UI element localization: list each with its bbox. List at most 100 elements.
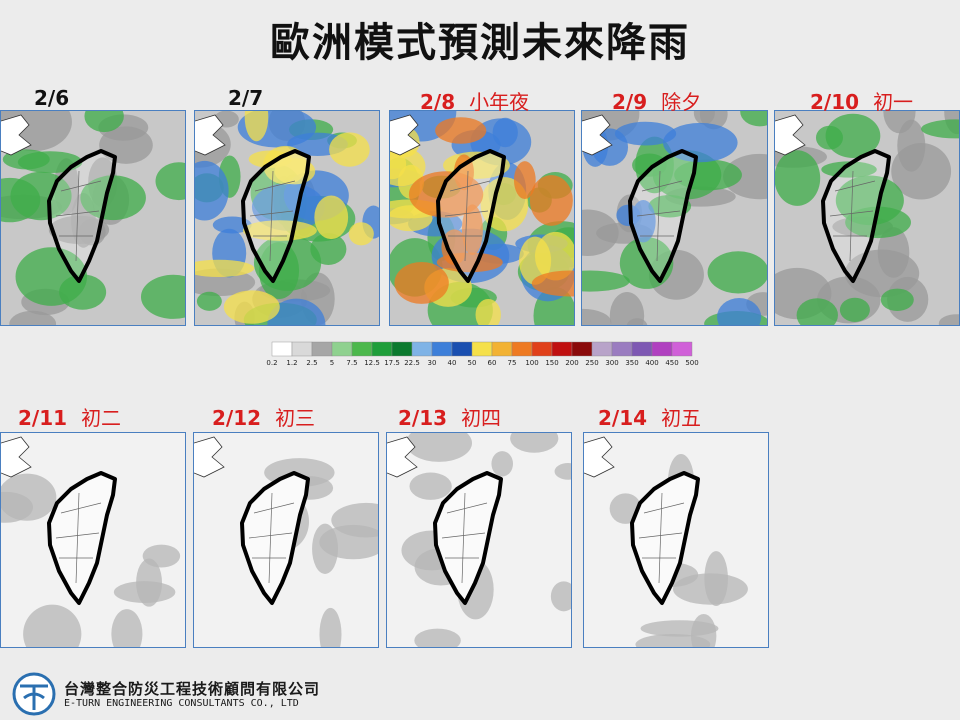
- rain-area: [921, 119, 959, 139]
- colorbar-swatch: [291, 341, 313, 357]
- holiday: 初三: [275, 406, 316, 430]
- colorbar-tick-label: 250: [585, 359, 598, 367]
- colorbar-swatch: [571, 341, 593, 357]
- colorbar-swatch: [311, 341, 333, 357]
- colorbar-swatch: [611, 341, 633, 357]
- rain-map: [1, 111, 185, 325]
- rain-area: [111, 609, 143, 647]
- county-lines: [249, 170, 296, 262]
- colorbar-swatch: [271, 341, 293, 357]
- colorbar-tick-label: 17.5: [384, 359, 400, 367]
- rain-area: [329, 132, 370, 167]
- colorbar-swatch: [531, 341, 553, 357]
- colorbar-tick-label: 5: [330, 359, 334, 367]
- rain-area: [48, 215, 110, 245]
- date: 2/12: [212, 406, 262, 430]
- rain-area: [825, 113, 881, 158]
- taiwan-outline: [241, 149, 311, 283]
- colorbar-swatch: [511, 341, 533, 357]
- map-panel: [193, 432, 379, 648]
- rain-map: [1, 433, 185, 647]
- rain-area: [510, 433, 559, 453]
- colorbar-swatch: [391, 341, 413, 357]
- rain-area: [582, 308, 612, 325]
- date: 2/9: [612, 90, 648, 114]
- rain-area: [554, 463, 571, 480]
- rain-area: [582, 209, 619, 257]
- rain-area: [435, 117, 487, 144]
- panel-label: 2/6: [34, 86, 69, 110]
- colorbar-tick-label: 400: [645, 359, 658, 367]
- rain-area: [897, 119, 926, 172]
- china-coast: [390, 114, 421, 156]
- panel-label: 2/7: [228, 86, 263, 110]
- taiwan-outline: [47, 149, 117, 283]
- taiwan-outline: [240, 471, 310, 605]
- rain-area: [582, 270, 630, 292]
- rain-area: [835, 175, 904, 226]
- rain-area: [196, 291, 222, 311]
- date: 2/11: [18, 406, 68, 430]
- china-coast: [582, 114, 613, 156]
- date: 2/13: [398, 406, 448, 430]
- rain-area: [223, 290, 280, 324]
- slide-title: 歐洲模式預測未來降雨: [270, 20, 690, 66]
- taiwan-outline: [433, 471, 503, 605]
- rain-map: [195, 111, 379, 325]
- colorbar-swatch: [551, 341, 573, 357]
- rain-area: [839, 297, 870, 322]
- rain-area: [531, 270, 574, 297]
- rain-map: [194, 433, 378, 647]
- rain-area: [707, 251, 767, 294]
- rain-area: [717, 298, 762, 325]
- rain-area: [609, 292, 645, 325]
- rain-area: [155, 162, 185, 201]
- colorbar: 0.2 1.2 2.5 5 7.5 12.5 17.5 22.5 30 40 50 60 75 100 15…: [266, 341, 699, 367]
- colorbar-tick-label: 12.5: [364, 359, 380, 367]
- panel-label: 2/9 除夕: [612, 86, 701, 115]
- rain-area: [626, 318, 648, 325]
- rain-area: [409, 472, 452, 500]
- county-lines: [638, 492, 685, 584]
- county-lines: [248, 492, 295, 584]
- rain-area: [775, 150, 821, 206]
- panel-label: 2/10 初一: [810, 86, 913, 115]
- colorbar-swatch: [451, 341, 473, 357]
- rain-area: [475, 298, 501, 325]
- rain-area: [312, 523, 339, 574]
- rain-area: [550, 581, 571, 612]
- colorbar-tick-label: 30: [428, 359, 437, 367]
- colorbar-swatch: [411, 341, 433, 357]
- taiwan-outline: [436, 149, 506, 283]
- rain-map: [387, 433, 571, 647]
- colorbar-swatch: [351, 341, 373, 357]
- panel-label: 2/12 初三: [212, 402, 315, 431]
- colorbar-swatch: [631, 341, 653, 357]
- panel-label: 2/13 初四: [398, 402, 501, 431]
- colorbar-swatch: [371, 341, 393, 357]
- date: 2/6: [34, 86, 70, 110]
- colorbar-tick-label: 50: [468, 359, 477, 367]
- colorbar-tick-label: 40: [448, 359, 457, 367]
- colorbar-tick-label: 450: [665, 359, 678, 367]
- colorbar-swatch: [331, 341, 353, 357]
- rain-area: [408, 171, 484, 218]
- rain-area: [251, 183, 325, 231]
- taiwan-outline: [821, 149, 891, 283]
- rain-area: [406, 433, 473, 462]
- rain-area: [244, 111, 269, 142]
- rain-area: [23, 604, 82, 647]
- county-lines: [441, 492, 488, 584]
- rain-area: [84, 111, 124, 133]
- holiday: 除夕: [661, 90, 702, 114]
- rain-area: [348, 222, 374, 246]
- map-panel: [0, 110, 186, 326]
- colorbar-swatch: [591, 341, 613, 357]
- rain-area: [267, 298, 326, 325]
- colorbar-tick-label: 350: [625, 359, 638, 367]
- rain-area: [614, 121, 677, 146]
- rain-map: [582, 111, 767, 325]
- map-panel: [774, 110, 960, 326]
- date: 2/10: [810, 90, 860, 114]
